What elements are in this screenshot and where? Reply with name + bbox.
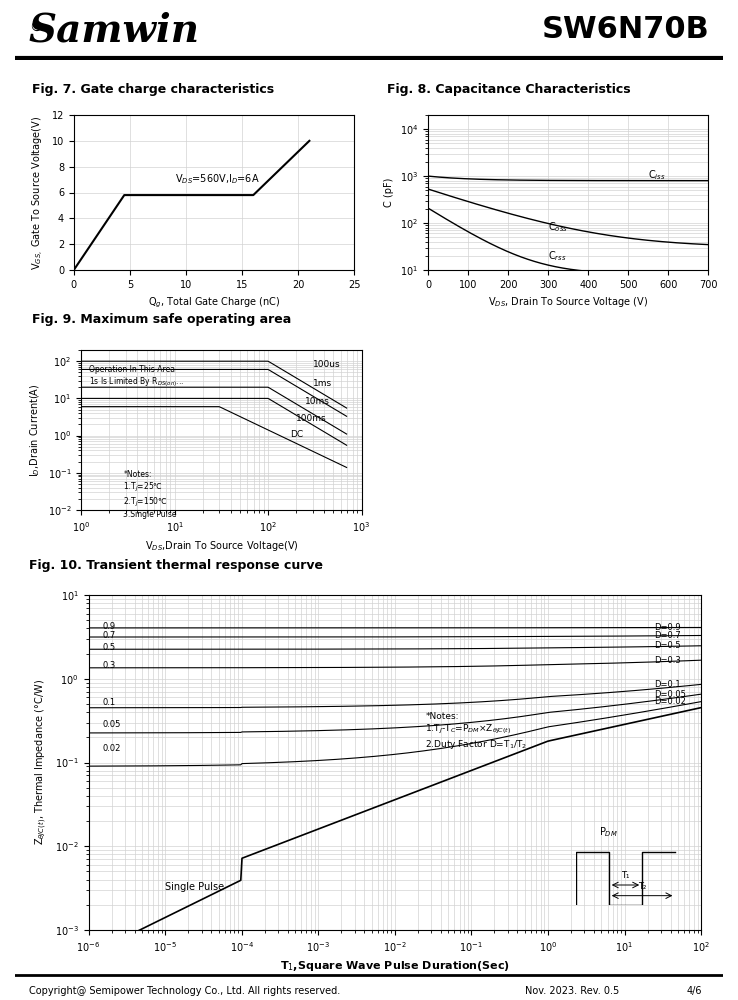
Text: D=0.9: D=0.9 xyxy=(654,623,680,632)
Text: 0.3: 0.3 xyxy=(102,661,115,670)
Text: D=0.7: D=0.7 xyxy=(654,631,680,640)
Text: 100ms: 100ms xyxy=(296,414,327,423)
Text: T₂: T₂ xyxy=(638,882,646,891)
Text: *Notes:
1.T$_J$=25℃
2.T$_J$=150℃
3.Single Pulse: *Notes: 1.T$_J$=25℃ 2.T$_J$=150℃ 3.Singl… xyxy=(123,470,176,519)
Text: 100us: 100us xyxy=(313,360,340,369)
Text: C$_{iss}$: C$_{iss}$ xyxy=(649,168,666,182)
X-axis label: V$_{DS}$, Drain To Source Voltage (V): V$_{DS}$, Drain To Source Voltage (V) xyxy=(489,295,648,309)
Text: T₁: T₁ xyxy=(621,871,630,880)
Text: 0.9: 0.9 xyxy=(102,622,115,631)
Text: Fig. 8. Capacitance Characteristics: Fig. 8. Capacitance Characteristics xyxy=(387,84,630,97)
X-axis label: T$_1$,Square Wave Pulse Duration(Sec): T$_1$,Square Wave Pulse Duration(Sec) xyxy=(280,959,510,973)
Text: Single Pulse: Single Pulse xyxy=(165,882,224,892)
Text: V$_{DS}$=560V,I$_D$=6A: V$_{DS}$=560V,I$_D$=6A xyxy=(175,172,260,186)
Text: Operation In This Area
1s Is Limited By R$_{DS(on)}$...: Operation In This Area 1s Is Limited By … xyxy=(89,365,184,389)
Text: D=0.3: D=0.3 xyxy=(654,656,680,665)
Text: C$_{oss}$: C$_{oss}$ xyxy=(548,220,568,234)
X-axis label: V$_{DS}$,Drain To Source Voltage(V): V$_{DS}$,Drain To Source Voltage(V) xyxy=(145,539,298,553)
Text: D=0.02: D=0.02 xyxy=(654,697,686,706)
Text: 0.1: 0.1 xyxy=(102,698,115,707)
Text: ®: ® xyxy=(29,20,43,34)
Text: D=0.5: D=0.5 xyxy=(654,641,680,650)
Text: 0.05: 0.05 xyxy=(102,720,120,729)
Text: 0.5: 0.5 xyxy=(102,643,115,652)
Text: *Notes:
1.T$_J$-T$_C$=P$_{DM}$×Z$_{\theta JC(t)}$
2.Duty Factor D=T$_1$/T$_2$: *Notes: 1.T$_J$-T$_C$=P$_{DM}$×Z$_{\thet… xyxy=(425,712,528,751)
Text: 10ms: 10ms xyxy=(306,397,330,406)
Text: Nov. 2023. Rev. 0.5: Nov. 2023. Rev. 0.5 xyxy=(525,986,619,996)
Text: D=0.05: D=0.05 xyxy=(654,690,686,699)
Text: C$_{rss}$: C$_{rss}$ xyxy=(548,249,567,263)
X-axis label: Q$_g$, Total Gate Charge (nC): Q$_g$, Total Gate Charge (nC) xyxy=(148,295,280,310)
Text: 0.02: 0.02 xyxy=(102,744,120,753)
Text: SW6N70B: SW6N70B xyxy=(541,15,709,44)
Text: Copyright@ Semipower Technology Co., Ltd. All rights reserved.: Copyright@ Semipower Technology Co., Ltd… xyxy=(29,986,340,996)
Text: Fig. 7. Gate charge characteristics: Fig. 7. Gate charge characteristics xyxy=(32,84,274,97)
Y-axis label: I$_D$,Drain Current(A): I$_D$,Drain Current(A) xyxy=(29,383,42,477)
Text: D=0.1: D=0.1 xyxy=(654,680,680,689)
Text: 4/6: 4/6 xyxy=(686,986,702,996)
Text: DC: DC xyxy=(290,430,303,439)
Text: Fig. 9. Maximum safe operating area: Fig. 9. Maximum safe operating area xyxy=(32,314,291,326)
Text: 0.7: 0.7 xyxy=(102,631,115,640)
Text: Samwin: Samwin xyxy=(29,11,200,49)
Text: 1ms: 1ms xyxy=(313,379,332,388)
Y-axis label: V$_{GS,}$ Gate To Source Voltage(V): V$_{GS,}$ Gate To Source Voltage(V) xyxy=(31,115,46,270)
Text: P$_{DM}$: P$_{DM}$ xyxy=(599,826,618,839)
Y-axis label: C (pF): C (pF) xyxy=(384,178,394,207)
Text: Fig. 10. Transient thermal response curve: Fig. 10. Transient thermal response curv… xyxy=(29,558,323,572)
Y-axis label: Z$_{\theta JC(t)}$, Thermal Impedance (°C/W): Z$_{\theta JC(t)}$, Thermal Impedance (°… xyxy=(34,680,49,845)
